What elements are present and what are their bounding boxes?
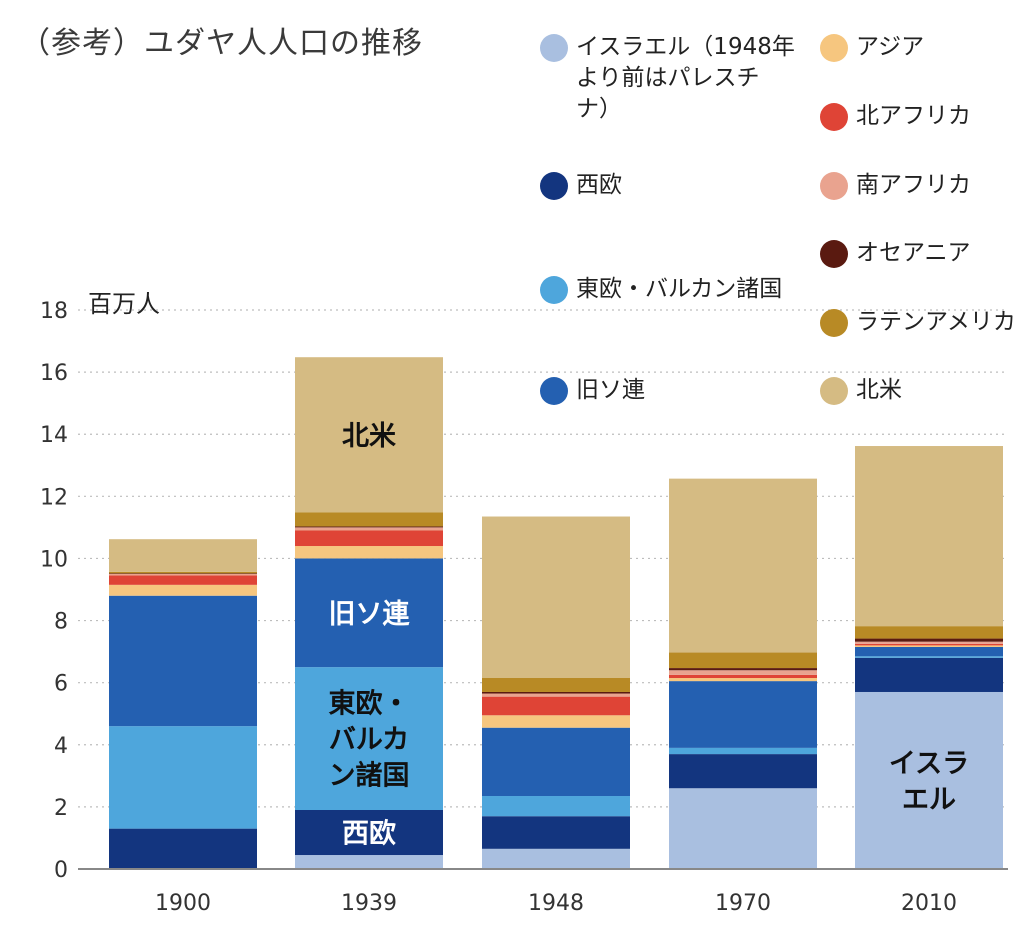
bar-segment bbox=[482, 849, 630, 869]
bar-segment bbox=[109, 576, 257, 585]
bar-segment bbox=[109, 539, 257, 572]
x-tick-label: 1939 bbox=[341, 891, 397, 916]
bar-segment bbox=[482, 697, 630, 716]
bar-segment bbox=[669, 670, 817, 675]
legend-item-oceania: オセアニア bbox=[820, 238, 971, 269]
legend-label: 旧ソ連 bbox=[576, 375, 645, 406]
bar-segment bbox=[109, 596, 257, 726]
legend-label: 西欧 bbox=[576, 170, 622, 201]
legend-swatch bbox=[820, 172, 848, 200]
legend-swatch bbox=[540, 172, 568, 200]
legend-label: アジア bbox=[856, 32, 924, 63]
bar-segment bbox=[482, 796, 630, 816]
y-tick-label: 14 bbox=[40, 423, 68, 448]
legend-item-israel: イスラエル（1948年 より前はパレスチ ナ） bbox=[540, 32, 795, 125]
bar-segment bbox=[855, 642, 1003, 644]
bar-segment bbox=[855, 446, 1003, 626]
bar-segment bbox=[295, 855, 443, 869]
legend-swatch bbox=[820, 309, 848, 337]
bar-segment bbox=[295, 512, 443, 526]
bar-segment bbox=[855, 626, 1003, 638]
legend-item-north-america: 北米 bbox=[820, 375, 902, 406]
bar-segment bbox=[109, 726, 257, 828]
legend-swatch bbox=[820, 34, 848, 62]
bar-segment bbox=[669, 668, 817, 670]
bar-segment bbox=[109, 829, 257, 869]
bar-segment bbox=[109, 585, 257, 596]
legend-item-north-africa: 北アフリカ bbox=[820, 101, 971, 132]
y-tick-label: 10 bbox=[40, 547, 68, 572]
bar-annotation: 東欧・バルカン諸国 bbox=[329, 689, 410, 792]
legend-swatch bbox=[820, 377, 848, 405]
bars bbox=[109, 357, 1003, 869]
bar-segment bbox=[482, 517, 630, 678]
bar-segment bbox=[109, 574, 257, 576]
bar-segment bbox=[855, 645, 1003, 647]
legend-item-eastern-europe-balkans: 東欧・バルカン諸国 bbox=[540, 274, 782, 305]
bar-segment bbox=[295, 530, 443, 546]
y-tick-label: 0 bbox=[54, 858, 68, 883]
legend-label: イスラエル（1948年 より前はパレスチ ナ） bbox=[576, 32, 795, 125]
legend-item-latin-america: ラテンアメリカ bbox=[820, 307, 1016, 338]
legend-swatch bbox=[820, 240, 848, 268]
bar-segment bbox=[669, 675, 817, 678]
legend-item-former-ussr: 旧ソ連 bbox=[540, 375, 645, 406]
bar-segment bbox=[482, 715, 630, 727]
bar-segment bbox=[109, 573, 257, 574]
bar-segment bbox=[295, 546, 443, 558]
y-tick-label: 4 bbox=[54, 734, 68, 759]
y-tick-label: 16 bbox=[40, 361, 68, 386]
legend-swatch bbox=[540, 34, 568, 62]
y-tick-label: 12 bbox=[40, 485, 68, 510]
y-tick-label: 6 bbox=[54, 672, 68, 697]
x-tick-label: 1948 bbox=[528, 891, 584, 916]
bar-segment bbox=[482, 678, 630, 692]
bar-segment bbox=[855, 656, 1003, 658]
bar-segment bbox=[482, 692, 630, 694]
legend-label: 南アフリカ bbox=[856, 170, 971, 201]
bar-segment bbox=[295, 526, 443, 527]
bar-segment bbox=[482, 694, 630, 697]
x-tick-label: 1970 bbox=[715, 891, 771, 916]
bar-annotation: 西欧 bbox=[342, 819, 396, 850]
legend-item-western-europe: 西欧 bbox=[540, 170, 622, 201]
x-tick-label: 1900 bbox=[155, 891, 211, 916]
stacked-bar-chart: 北米旧ソ連東欧・バルカン諸国西欧イスラエル 024681012141618190… bbox=[0, 0, 1024, 930]
bar-segment bbox=[669, 678, 817, 681]
x-tick-label: 2010 bbox=[901, 891, 957, 916]
legend-label: オセアニア bbox=[856, 238, 971, 269]
legend-swatch bbox=[540, 276, 568, 304]
bar-segment bbox=[669, 754, 817, 788]
bar-segment bbox=[855, 692, 1003, 869]
legend-label: 北アフリカ bbox=[856, 101, 971, 132]
bar-segment bbox=[482, 728, 630, 796]
bar-segment bbox=[109, 572, 257, 574]
bar-segment bbox=[855, 647, 1003, 656]
bar-segment bbox=[855, 639, 1003, 642]
bar-segment bbox=[669, 788, 817, 869]
bar-segment bbox=[482, 816, 630, 849]
bar-segment bbox=[855, 658, 1003, 692]
y-tick-label: 18 bbox=[40, 299, 68, 324]
bar-segment bbox=[295, 527, 443, 530]
legend-item-asia: アジア bbox=[820, 32, 924, 63]
bar-segment bbox=[669, 681, 817, 748]
bar-segment bbox=[669, 653, 817, 669]
legend-swatch bbox=[540, 377, 568, 405]
bar-annotation: 北米 bbox=[342, 421, 396, 452]
legend-label: 東欧・バルカン諸国 bbox=[576, 274, 782, 305]
bar-segment bbox=[855, 644, 1003, 646]
legend-swatch bbox=[820, 103, 848, 131]
bar-annotation: 旧ソ連 bbox=[329, 599, 411, 630]
y-tick-label: 8 bbox=[54, 610, 68, 635]
legend-item-south-africa: 南アフリカ bbox=[820, 170, 971, 201]
bar-segment bbox=[669, 748, 817, 754]
legend-label: 北米 bbox=[856, 375, 902, 406]
legend-label: ラテンアメリカ bbox=[856, 307, 1016, 338]
bar-segment bbox=[669, 479, 817, 653]
y-tick-label: 2 bbox=[54, 796, 68, 821]
